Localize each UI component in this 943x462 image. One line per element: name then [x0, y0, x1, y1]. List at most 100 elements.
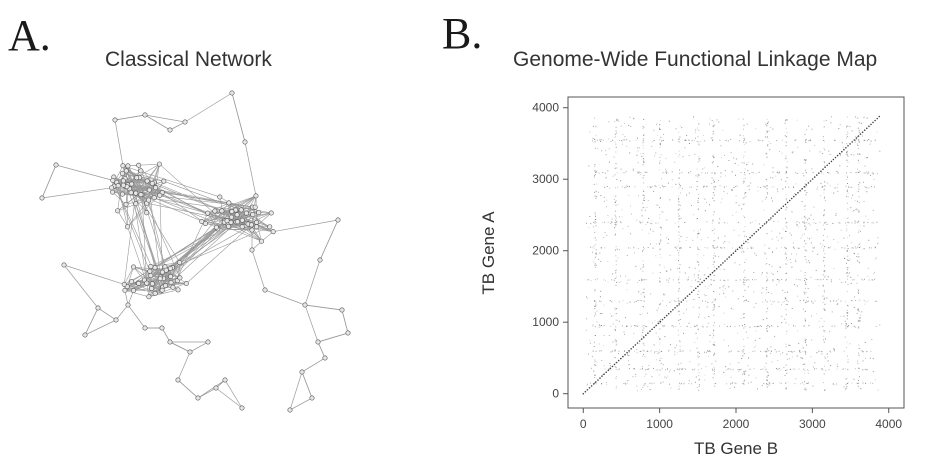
scatter-point	[718, 306, 720, 307]
diagonal-point	[765, 221, 768, 223]
scatter-point	[789, 368, 791, 370]
scatter-point	[697, 248, 699, 250]
scatter-point	[742, 351, 744, 353]
scatter-point	[719, 287, 721, 289]
diagonal-point	[661, 318, 664, 321]
y-tick-label: 2000	[532, 244, 559, 258]
network-edge	[115, 304, 129, 321]
scatter-point	[679, 326, 681, 327]
scatter-point	[761, 200, 763, 202]
network-node	[125, 163, 131, 169]
scatter-point	[856, 260, 858, 262]
scatter-point	[805, 172, 807, 174]
scatter-point	[714, 185, 716, 187]
scatter-point	[604, 186, 606, 188]
scatter-point	[803, 368, 805, 370]
scatter-point	[657, 134, 659, 136]
scatter-point	[828, 369, 830, 371]
scatter-point	[751, 247, 753, 249]
scatter-point	[759, 325, 761, 327]
scatter-point	[743, 278, 745, 280]
scatter-point	[824, 209, 826, 211]
scatter-point	[785, 141, 787, 143]
scatter-point	[810, 356, 812, 358]
scatter-point	[851, 186, 853, 188]
scatter-point	[689, 247, 691, 249]
scatter-point	[594, 341, 595, 343]
scatter-point	[879, 324, 881, 326]
scatter-point	[672, 139, 674, 141]
scatter-point	[693, 116, 695, 118]
scatter-point	[795, 183, 797, 185]
scatter-point	[588, 165, 590, 167]
scatter-point	[766, 185, 768, 186]
scatter-point	[617, 186, 619, 188]
scatter-point	[766, 136, 768, 138]
diagonal-point	[620, 357, 622, 360]
scatter-point	[804, 279, 805, 281]
scatter-point	[712, 139, 714, 141]
scatter-point	[644, 209, 646, 211]
scatter-point	[711, 120, 713, 122]
scatter-point	[858, 371, 860, 373]
scatter-point	[811, 300, 813, 302]
scatter-point	[717, 237, 719, 239]
scatter-point	[650, 228, 651, 230]
scatter-point	[678, 287, 680, 289]
scatter-point	[679, 319, 681, 320]
scatter-point	[634, 252, 635, 254]
scatter-point	[620, 125, 622, 127]
scatter-point	[626, 186, 628, 188]
scatter-point	[847, 196, 849, 198]
diagonal-point	[859, 133, 862, 135]
scatter-point	[781, 315, 783, 317]
scatter-point	[697, 230, 699, 232]
scatter-point	[594, 174, 596, 175]
scatter-point	[744, 174, 746, 176]
scatter-point	[683, 332, 684, 334]
scatter-point	[799, 279, 801, 281]
scatter-point	[869, 143, 871, 145]
scatter-point	[627, 354, 629, 356]
scatter-point	[589, 131, 591, 133]
scatter-point	[713, 261, 715, 263]
scatter-point	[586, 383, 588, 385]
network-node	[170, 284, 176, 290]
scatter-point	[712, 125, 714, 127]
scatter-point	[778, 367, 780, 369]
scatter-point	[668, 279, 669, 281]
network-node	[133, 190, 139, 196]
scatter-point	[682, 368, 684, 370]
scatter-point	[823, 222, 825, 224]
scatter-point	[871, 186, 873, 188]
scatter-point	[677, 297, 679, 299]
scatter-point	[845, 327, 847, 329]
scatter-point	[824, 149, 826, 151]
scatter-point	[743, 349, 745, 351]
scatter-point	[680, 217, 682, 219]
scatter-point	[594, 382, 596, 384]
scatter-point	[823, 308, 825, 310]
scatter-point	[618, 281, 620, 283]
scatter-point	[616, 172, 618, 174]
scatter-point	[636, 349, 638, 351]
scatter-point	[785, 309, 787, 311]
scatter-point	[861, 311, 863, 313]
diagonal-point	[809, 180, 812, 182]
scatter-point	[614, 277, 616, 279]
scatter-point	[664, 294, 666, 296]
scatter-point	[678, 319, 680, 321]
scatter-point	[815, 269, 817, 271]
scatter-point	[624, 333, 625, 335]
scatter-point	[677, 363, 679, 365]
scatter-point	[713, 188, 715, 190]
scatter-point	[617, 257, 619, 259]
scatter-point	[713, 124, 715, 126]
scatter-point	[780, 246, 782, 248]
scatter-point	[807, 370, 809, 371]
diagonal-point	[803, 186, 806, 188]
x-axis-label: TB Gene B	[694, 439, 778, 458]
scatter-point	[846, 166, 848, 167]
scatter-point	[730, 369, 732, 371]
scatter-point	[785, 120, 787, 122]
